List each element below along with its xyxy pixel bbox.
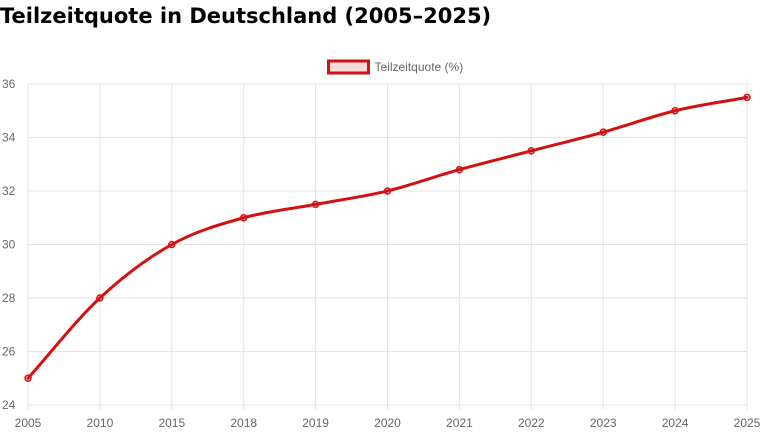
x-tick-label: 2020 [374, 416, 401, 430]
x-tick-label: 2018 [230, 416, 257, 430]
data-point-2019[interactable] [311, 200, 320, 209]
x-tick-label: 2010 [87, 416, 114, 430]
data-point-2024[interactable] [671, 107, 679, 115]
y-tick-label: 34 [2, 131, 16, 145]
y-tick-label: 28 [2, 291, 16, 305]
legend[interactable]: Teilzeitquote (%) [327, 59, 464, 75]
x-tick-label: 2022 [518, 416, 545, 430]
data-point-2018[interactable] [239, 214, 248, 222]
data-point-2021[interactable] [455, 165, 464, 174]
grid-lines [27, 83, 748, 410]
data-point-2025[interactable] [743, 93, 751, 102]
data-point-2015[interactable] [168, 240, 176, 249]
y-tick-label: 24 [2, 398, 16, 412]
x-tick-label: 2023 [590, 416, 617, 430]
axis-ticks: 24 26 28 30 32 34 36 2005 2010 2015 2018 2019 2020 20… [2, 77, 761, 430]
data-point-2005[interactable] [24, 374, 32, 382]
y-tick-label: 26 [2, 345, 16, 359]
legend-label[interactable]: Teilzeitquote (%) [375, 60, 464, 74]
series-layer [24, 93, 751, 382]
x-tick-label: 2015 [158, 416, 185, 430]
legend-swatch[interactable] [327, 59, 370, 75]
x-tick-label: 2019 [302, 416, 329, 430]
series-line [26, 95, 749, 380]
x-tick-label: 2025 [734, 416, 761, 430]
x-tick-label: 2021 [446, 416, 473, 430]
page-title: Teilzeitquote in Deutschland (2005–2025) [0, 4, 492, 28]
data-point-2010[interactable] [96, 294, 104, 302]
x-tick-label: 2005 [15, 416, 42, 430]
y-tick-label: 36 [2, 77, 16, 91]
y-tick-label: 32 [2, 184, 16, 198]
data-point-2023[interactable] [599, 128, 607, 136]
data-point-2022[interactable] [527, 147, 536, 155]
data-point-2020[interactable] [383, 187, 392, 195]
x-tick-label: 2024 [662, 416, 689, 430]
y-tick-label: 30 [2, 238, 16, 252]
